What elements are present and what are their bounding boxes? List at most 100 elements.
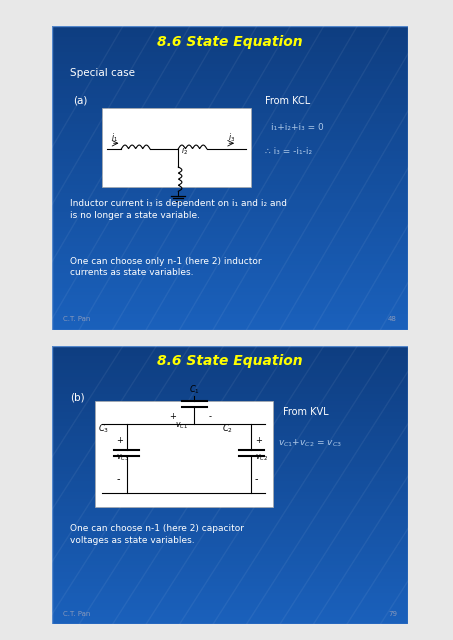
Bar — [52, 523, 408, 527]
Bar — [52, 200, 408, 204]
Bar — [52, 422, 408, 426]
Text: -: - — [255, 474, 258, 484]
Bar — [52, 63, 408, 67]
Bar — [52, 457, 408, 460]
Bar — [52, 212, 408, 216]
Bar — [52, 450, 408, 454]
Bar — [52, 433, 408, 436]
Bar — [52, 326, 408, 330]
Bar — [52, 558, 408, 561]
Bar — [52, 582, 408, 586]
Bar — [52, 292, 408, 296]
Bar — [52, 185, 408, 189]
Text: C.T. Pan: C.T. Pan — [63, 316, 90, 322]
Bar — [52, 49, 408, 52]
Bar — [52, 367, 408, 370]
Bar — [52, 220, 408, 223]
Bar — [52, 377, 408, 380]
Bar — [52, 67, 408, 71]
Bar — [52, 426, 408, 429]
Bar — [52, 554, 408, 558]
Bar — [52, 586, 408, 589]
Text: $C_3$: $C_3$ — [98, 423, 109, 435]
Bar — [52, 310, 408, 314]
Text: $C_1$: $C_1$ — [189, 384, 200, 396]
Bar — [52, 223, 408, 227]
Bar — [52, 170, 408, 174]
Bar — [102, 108, 251, 187]
Bar — [52, 265, 408, 269]
Bar — [52, 37, 408, 41]
Text: One can choose only n-1 (here 2) inductor
currents as state variables.: One can choose only n-1 (here 2) inducto… — [70, 257, 261, 278]
Bar — [52, 447, 408, 450]
Bar — [52, 284, 408, 288]
Text: $C_2$: $C_2$ — [222, 423, 233, 435]
Bar — [52, 603, 408, 607]
Bar — [52, 208, 408, 212]
Bar — [52, 257, 408, 261]
Bar — [52, 520, 408, 523]
Bar — [52, 314, 408, 318]
Bar — [52, 280, 408, 284]
Bar — [52, 610, 408, 614]
Bar — [52, 530, 408, 534]
Bar — [52, 607, 408, 610]
Bar — [52, 71, 408, 75]
Bar — [52, 471, 408, 474]
Bar — [52, 621, 408, 624]
Bar — [52, 79, 408, 83]
Bar — [52, 356, 408, 360]
Bar — [52, 189, 408, 193]
Bar — [52, 568, 408, 572]
Bar — [52, 429, 408, 433]
Text: Inductor current i₃ is dependent on i₁ and i₂ and
is no longer a state variable.: Inductor current i₃ is dependent on i₁ a… — [70, 199, 287, 220]
Bar — [52, 363, 408, 367]
Bar — [52, 488, 408, 492]
Bar — [52, 394, 408, 398]
Bar — [52, 370, 408, 373]
Bar — [52, 94, 408, 98]
Bar — [52, 509, 408, 513]
Text: -: - — [116, 474, 120, 484]
Bar — [52, 589, 408, 593]
Text: 48: 48 — [388, 316, 397, 322]
Bar — [52, 537, 408, 540]
Text: ∴ i₃ = -i₁-i₂: ∴ i₃ = -i₁-i₂ — [265, 147, 313, 156]
Bar — [52, 415, 408, 419]
Bar — [52, 443, 408, 447]
Bar — [52, 527, 408, 530]
Bar — [52, 124, 408, 128]
Text: Special case: Special case — [70, 68, 135, 78]
Bar — [52, 109, 408, 113]
Bar — [52, 33, 408, 37]
Bar — [52, 614, 408, 617]
Bar — [52, 159, 408, 163]
Bar — [52, 128, 408, 132]
Bar — [52, 239, 408, 242]
Bar — [52, 273, 408, 276]
Text: (a): (a) — [73, 95, 88, 106]
Text: $v_{C1}$: $v_{C1}$ — [175, 420, 188, 431]
Bar — [52, 143, 408, 147]
Bar — [52, 41, 408, 45]
Bar — [52, 360, 408, 363]
Bar — [52, 387, 408, 391]
Bar — [52, 499, 408, 502]
Bar — [52, 373, 408, 377]
Bar — [52, 227, 408, 231]
Bar — [52, 384, 408, 387]
Bar — [52, 551, 408, 554]
Bar — [52, 593, 408, 596]
Bar — [95, 401, 273, 507]
Bar — [52, 52, 408, 56]
Bar — [52, 440, 408, 443]
Bar — [52, 242, 408, 246]
Text: $i_2$: $i_2$ — [181, 144, 188, 157]
Bar — [52, 322, 408, 326]
Text: From KVL: From KVL — [283, 407, 329, 417]
Text: (b): (b) — [70, 393, 85, 403]
Bar — [52, 296, 408, 300]
Bar — [52, 140, 408, 143]
Bar — [52, 303, 408, 307]
Bar — [52, 460, 408, 464]
